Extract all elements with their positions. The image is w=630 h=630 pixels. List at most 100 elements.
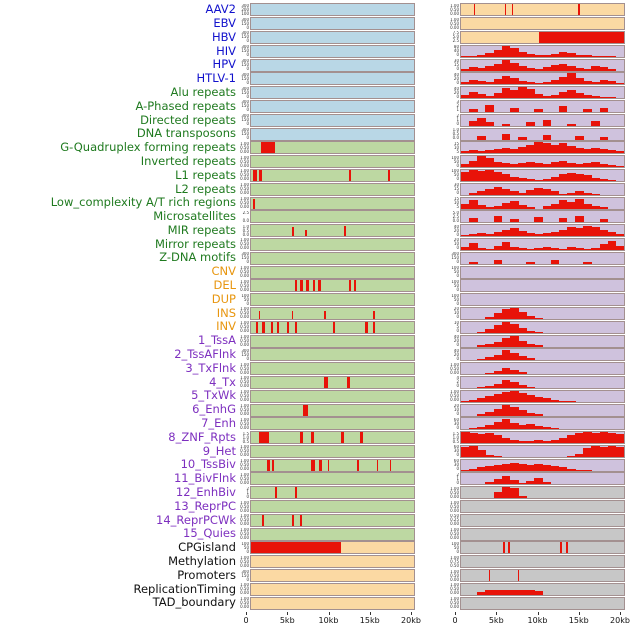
- y-tick-label: 1.00: [450, 17, 459, 22]
- data-bar: [591, 193, 601, 195]
- data-bar: [252, 198, 255, 209]
- y-tick-label: 0: [246, 79, 249, 85]
- x-tick-label: 20kb: [610, 616, 630, 626]
- y-tick-label: 0: [456, 411, 459, 416]
- y-tick-label: 1.00: [240, 597, 249, 602]
- right-plot-group: 100 50 0: [449, 155, 625, 169]
- y-axis-ticks: 20 10 0: [449, 404, 460, 416]
- data-bar: [575, 247, 584, 250]
- data-bar: [272, 459, 274, 471]
- data-bar: [340, 432, 344, 444]
- data-bar: [583, 148, 592, 154]
- track-label: 5_TxWk: [191, 388, 236, 403]
- right-plot-group: 100 50 0: [449, 279, 625, 293]
- data-bar: [493, 408, 503, 416]
- track-plot: [460, 182, 625, 196]
- track-plot: [460, 99, 625, 113]
- data-bar: [373, 321, 375, 333]
- track-plot: [460, 486, 625, 500]
- data-bar: [509, 47, 519, 57]
- y-axis-ticks: 1.00 0.50 0.00: [239, 321, 250, 333]
- data-bar: [469, 445, 478, 457]
- data-bar: [501, 589, 511, 595]
- track-plot: [460, 582, 625, 596]
- right-plot-group: 1.00 0.50 0.00: [449, 3, 625, 17]
- y-tick-label: 300: [241, 17, 249, 22]
- track-label: 15_Quies: [183, 526, 236, 541]
- data-bar: [550, 466, 560, 471]
- y-tick-label: 1.00: [240, 472, 249, 477]
- right-plot-group: 80 40 0: [449, 44, 625, 58]
- track-plot: [460, 86, 625, 100]
- y-tick-label: 7.5: [452, 31, 459, 36]
- data-bar: [591, 55, 601, 57]
- data-bar: [534, 317, 543, 319]
- data-bar: [542, 482, 552, 485]
- data-bar: [493, 325, 503, 333]
- y-axis-ticks: 1.00 0.50 0.00: [239, 514, 250, 526]
- left-plot-group: 1.00 0.50 0.00: [239, 320, 415, 334]
- data-bar: [550, 439, 560, 444]
- y-tick-label: 100: [451, 155, 459, 160]
- y-tick-label: 100: [241, 10, 249, 16]
- left-plot-group: 1.00 0.50 0.00: [239, 155, 415, 169]
- y-axis-ticks: 1.00 0.50 0.00: [239, 597, 250, 609]
- x-tick-mark: [411, 612, 412, 616]
- y-tick-label: 100: [451, 279, 459, 284]
- track-plot: [460, 596, 625, 610]
- data-bar: [575, 191, 584, 195]
- data-bar: [591, 177, 601, 181]
- left-plot-group: 1.00 0.50 0.00: [239, 389, 415, 403]
- x-tick-mark: [369, 612, 371, 616]
- right-plot-group: 40 20 0: [449, 72, 625, 86]
- data-bar: [550, 94, 560, 99]
- y-tick-label: 300: [241, 348, 249, 353]
- data-bar: [518, 146, 527, 154]
- y-tick-label: 20: [453, 75, 459, 81]
- data-bar: [461, 204, 470, 209]
- track-row: 2_TssAFlnk 300 150 0 40 20 0: [0, 348, 630, 362]
- data-bar: [477, 232, 486, 237]
- left-plot-group: 300 150 0: [239, 348, 415, 362]
- y-tick-label: 0: [246, 259, 249, 265]
- y-axis-ticks: 15 10 5: [449, 197, 460, 209]
- y-tick-label: 0.50: [240, 200, 249, 206]
- y-tick-label: 0.50: [240, 379, 249, 385]
- data-bar: [607, 56, 617, 57]
- y-tick-label: 20: [453, 307, 459, 312]
- data-bar: [566, 542, 569, 554]
- y-tick-label: 40: [453, 48, 459, 54]
- data-bar: [461, 400, 470, 402]
- track-plot: [460, 541, 625, 555]
- y-tick-label: 0.50: [450, 393, 459, 399]
- data-bar: [542, 55, 552, 57]
- data-bar: [295, 321, 297, 333]
- y-axis-ticks: 300 150 0: [239, 59, 250, 71]
- data-bar: [509, 163, 519, 168]
- data-bar: [373, 311, 375, 319]
- y-tick-label: 5: [456, 324, 459, 330]
- data-bar: [558, 248, 568, 250]
- data-bar: [303, 404, 309, 416]
- x-tick-mark: [537, 612, 539, 616]
- y-tick-label: 0.00: [240, 286, 249, 292]
- data-bar: [469, 79, 478, 85]
- y-axis-ticks: 30 15 0: [449, 59, 460, 71]
- track-plot: [250, 251, 415, 265]
- y-tick-label: 0.00: [450, 10, 459, 16]
- data-bar: [485, 357, 495, 361]
- y-tick-label: 1.00: [240, 459, 249, 464]
- data-bar: [566, 66, 576, 71]
- data-bar: [509, 228, 519, 237]
- y-axis-ticks: 1.00 0.50 0.00: [449, 390, 460, 402]
- data-bar: [493, 148, 503, 154]
- data-bar: [485, 233, 495, 237]
- y-tick-label: 15: [453, 186, 459, 192]
- y-tick-label: 0: [456, 328, 459, 334]
- y-tick-label: 0: [456, 52, 459, 58]
- data-bar: [607, 179, 617, 181]
- track-label: TAD_boundary: [152, 595, 236, 610]
- track-label: Mirror repeats: [154, 236, 236, 251]
- data-bar: [591, 66, 601, 71]
- track-label: INS: [216, 305, 236, 320]
